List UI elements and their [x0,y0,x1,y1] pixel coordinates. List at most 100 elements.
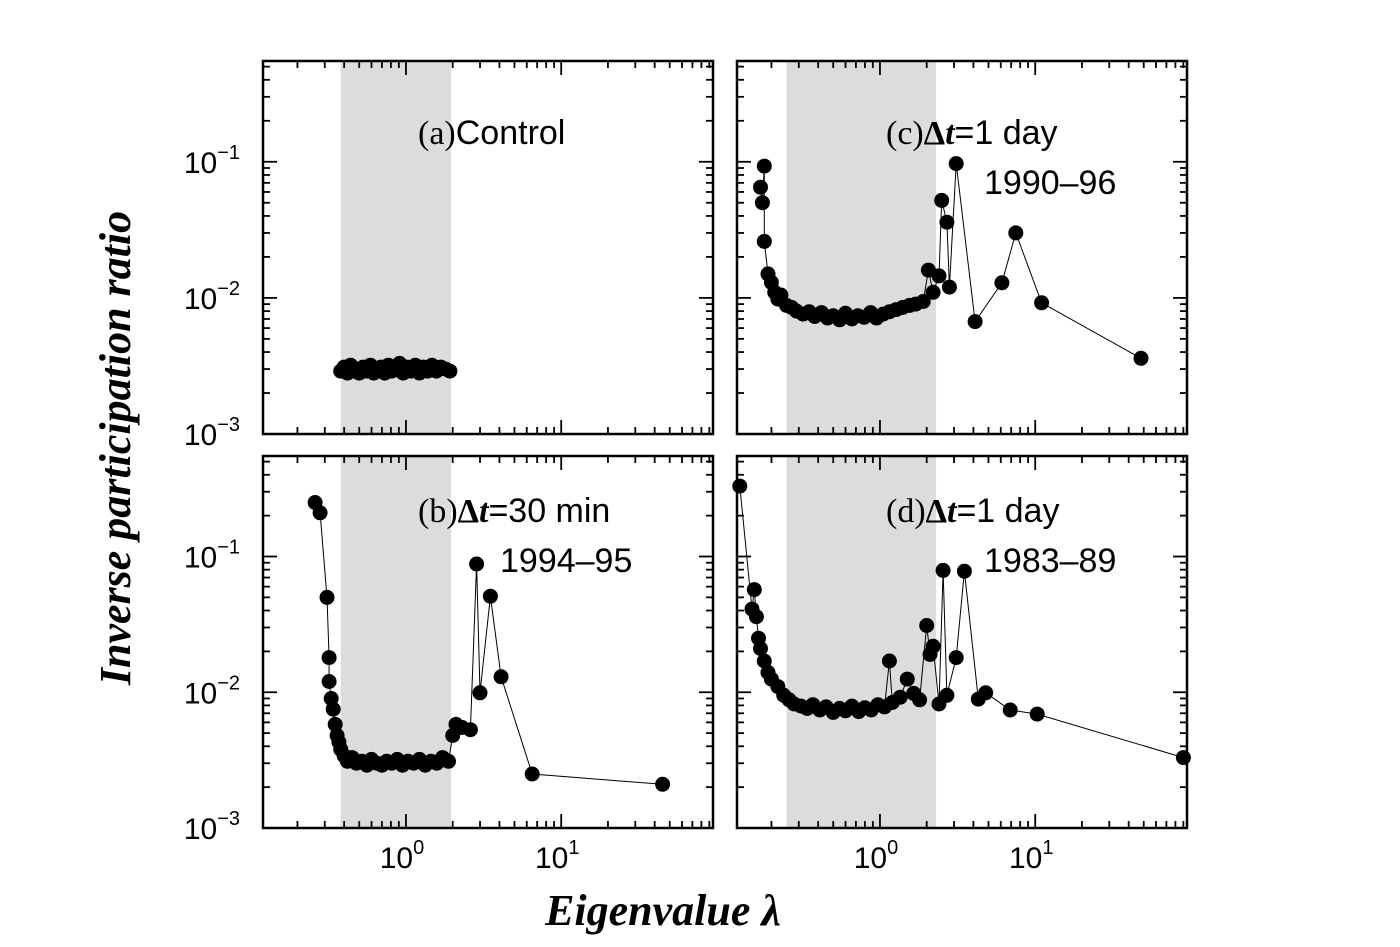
panel-a: (a)Control [261,59,715,436]
data-point [732,478,748,494]
panel-sub-b: 1994–95 [500,542,632,580]
panel-tag: (a) [418,115,456,152]
points-d [732,478,1191,766]
y-tick-label: 10−1 [184,142,240,180]
data-point [327,716,343,732]
tick-base: 10 [184,283,217,316]
y-tick-label: 10−3 [184,808,240,846]
data-point [754,195,770,211]
x-tick-label: 100 [380,837,425,875]
panel-label-c: (c)Δt=1 day [886,114,1058,152]
data-point [899,671,915,687]
frame-c [735,59,1189,436]
data-point [442,363,458,379]
data-point [756,158,772,174]
panel-tag: (d) [886,493,926,530]
data-point [325,701,341,717]
delta-symbol: Δ [458,493,479,530]
data-point [967,314,983,330]
panel-d: (d)Δt=1 day 1983–89 [732,454,1191,830]
tick-base: 10 [184,419,217,452]
data-point [1133,350,1149,366]
data-point [753,179,768,195]
tick-base: 10 [184,147,217,180]
data-point [948,156,964,172]
panel-b: (b)Δt=30 min 1994–95 [261,454,715,830]
tick-base: 10 [184,813,217,846]
data-point [941,279,957,295]
tick-exponent: −2 [217,672,240,694]
data-point [482,588,498,604]
data-point [939,214,955,230]
delta-symbol: Δ [924,115,945,152]
shaded-band-c [786,61,937,434]
data-point [756,233,772,249]
t-symbol: t [945,115,956,152]
t-symbol: t [947,493,958,530]
tick-exponent: 0 [887,837,898,859]
data-point [748,609,764,625]
data-point [919,618,935,633]
panel-sub-d: 1983–89 [984,542,1116,580]
panel-tag: (c) [886,115,924,152]
data-point [441,753,456,769]
data-point [756,653,772,669]
data-point [934,192,950,208]
data-point [978,685,994,701]
y-tick-label: 10−2 [184,672,240,710]
frame-d [735,454,1189,830]
x-tick-label: 101 [1009,837,1054,875]
data-point [1008,225,1024,241]
data-point [1034,295,1050,311]
data-point [881,653,897,669]
panel-main: Control [456,114,566,152]
data-point [321,650,337,666]
tick-base: 10 [1009,842,1042,875]
data-point [753,641,768,656]
panel-label-b: (b)Δt=30 min [418,492,610,530]
data-point [948,650,964,666]
tick-exponent: 1 [568,837,579,859]
panel-main: =30 min [488,492,610,530]
data-point [939,687,955,703]
x-tick-label: 101 [535,837,580,875]
data-point [925,284,941,300]
tick-exponent: 0 [413,837,424,859]
data-point [746,582,762,598]
data-point [1002,702,1018,718]
tick-base: 10 [184,677,217,710]
tick-exponent: −2 [217,278,240,300]
data-point [312,505,328,521]
data-point [931,268,947,284]
tick-exponent: −3 [217,808,240,830]
data-point [655,776,671,792]
tick-exponent: −1 [217,142,240,164]
panel-c: (c)Δt=1 day 1990–96 [735,59,1189,436]
panel-label-d: (d)Δt=1 day [886,492,1059,530]
delta-symbol: Δ [926,493,947,530]
tick-base: 10 [380,842,413,875]
data-point [956,563,972,579]
data-point [469,556,485,572]
tick-exponent: 1 [1042,837,1053,859]
data-point [493,669,509,685]
shaded-band-d [786,456,937,828]
data-point [915,294,931,309]
data-point [912,692,928,708]
data-point [1029,706,1045,722]
t-symbol: t [479,493,490,530]
data-point [462,722,478,738]
tick-base: 10 [184,542,217,575]
points-b [307,495,671,792]
panel-main: =1 day [956,492,1059,530]
data-point [472,685,488,701]
frame-b [261,454,715,830]
data-point [935,562,951,578]
panel-main: =1 day [955,114,1058,152]
points-a [333,355,458,381]
tick-exponent: −3 [217,414,240,436]
tick-exponent: −1 [217,537,240,559]
data-point [524,766,540,782]
